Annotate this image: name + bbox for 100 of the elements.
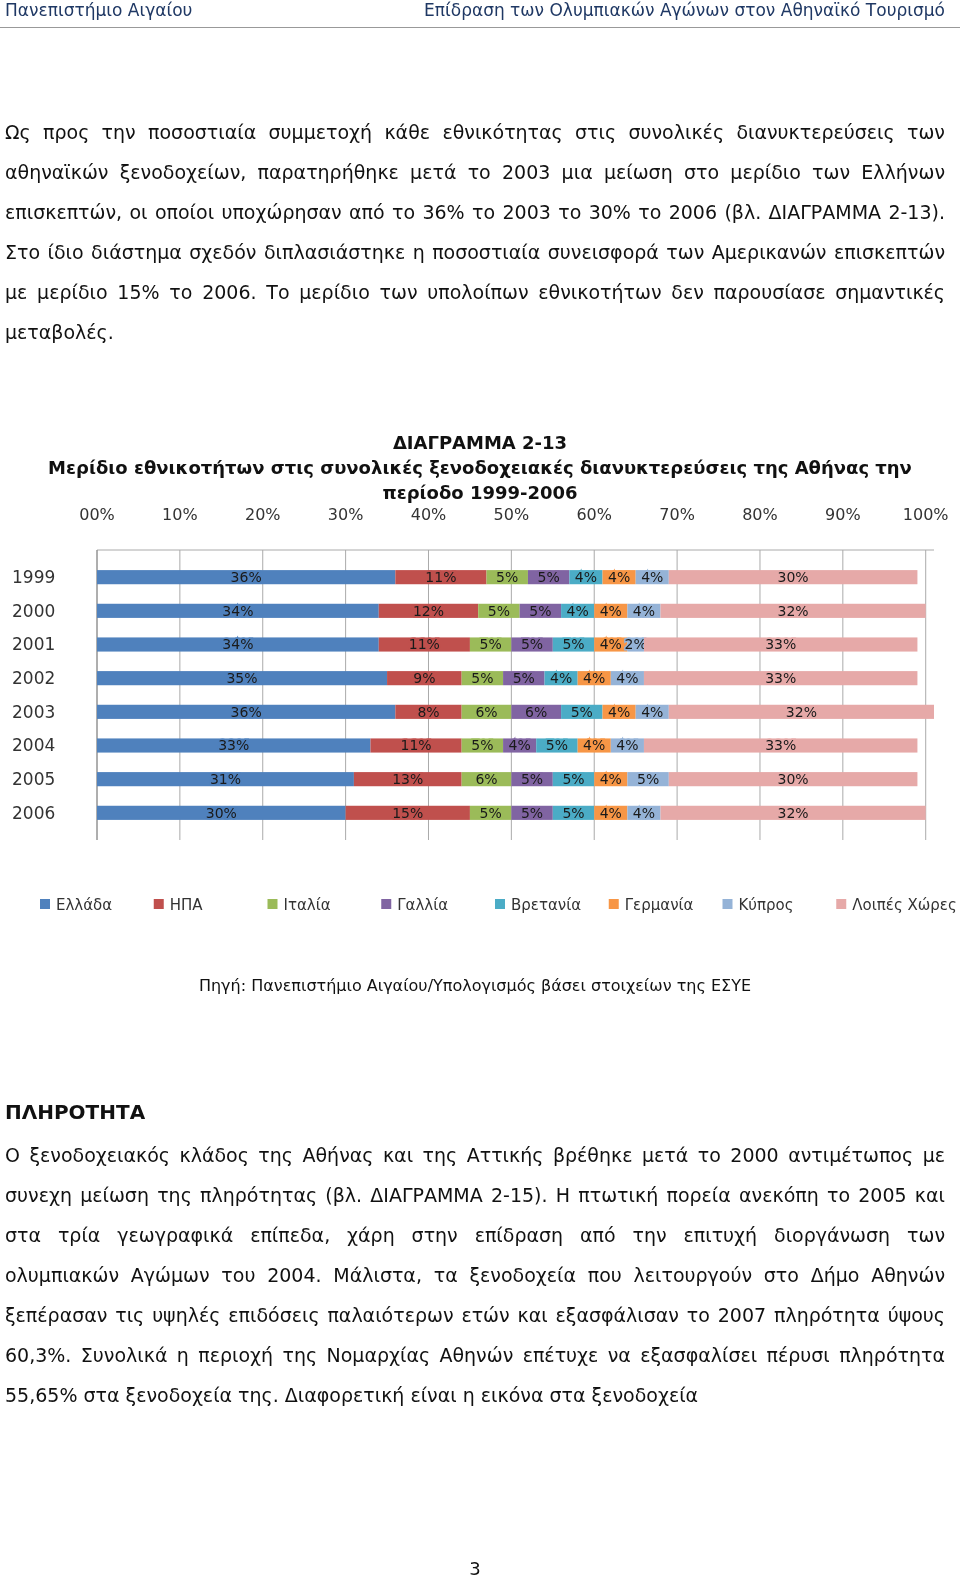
data-label: 4% — [641, 703, 664, 720]
data-label: 5% — [471, 737, 494, 754]
data-label: 4% — [599, 804, 622, 821]
data-label: 5% — [479, 804, 502, 821]
data-label: 4% — [566, 602, 589, 619]
data-label: 5% — [636, 771, 660, 788]
text: Πανεπιστήμιο Αιγαίου — [5, 0, 193, 20]
data-label: 33% — [765, 636, 797, 653]
data-label: 13% — [392, 771, 424, 788]
data-label: 5% — [562, 636, 585, 653]
bar — [643, 738, 918, 753]
data-label: 4% — [616, 670, 639, 687]
data-label: 6% — [525, 703, 548, 720]
y-tick-label: 2006 — [12, 802, 56, 823]
data-label: 5% — [520, 771, 544, 788]
data-label: 34% — [222, 602, 254, 619]
data-label: 5% — [520, 804, 544, 821]
data-label: 31% — [209, 771, 242, 788]
data-label: 5% — [537, 569, 560, 586]
legend-label: Ιταλία — [283, 896, 331, 915]
x-tick-label: 10% — [162, 505, 198, 524]
data-label: 6% — [475, 771, 498, 788]
bar — [643, 637, 918, 652]
chart-subtitle: Μερίδιο εθνικοτήτων στις συνολικές ξενοδοχειακές διανυκτερεύσεις της Αθήνας την περίοδο 1999-2006 — [47, 456, 913, 505]
y-tick-label: 2003 — [12, 701, 56, 722]
data-label: 4% — [616, 737, 639, 754]
data-label: 5% — [570, 703, 593, 720]
data-label: 34% — [222, 636, 254, 653]
data-label: 30% — [777, 569, 809, 586]
bar — [97, 637, 379, 652]
y-tick-label: 2002 — [12, 668, 56, 689]
data-label: 36% — [230, 569, 262, 586]
data-label: 5% — [479, 636, 502, 653]
data-label: 32% — [785, 703, 817, 720]
x-tick-label: 40% — [410, 505, 447, 524]
legend-label: ΗΠΑ — [169, 896, 204, 915]
legend-label: Γερμανία — [624, 896, 694, 915]
data-label: 35% — [226, 670, 258, 687]
data-label: 33% — [765, 670, 797, 687]
data-label: 8% — [417, 703, 440, 720]
text: Ο ξενοδοχειακός κλάδος της Αθήνας και της Αττικής βρέθηκε μετά το 2000 αντιμέτωπος με συνεχη μείωση της πληρότητας (βλ. ΔΙΑΓΡΑΜΜΑ 2-15). Η πτωτική πορεία ανεκόπη το 2005 και στα τρία γεωγραφικά επίπεδα, χάρη στην επίδραση από την επιτυχή διοργάνωση των ολυμπιακών Αγώμων του 2004. Μάλιστα, τα ξενοδοχεία που λειτουργούν στο Δήμο Αθηνών ξεπέρασαν τις υψηλές επιδόσεις παλαιότερων ετών και εξασφάλισαν το 2007 πληρότητα ύψους 60,3%. Συνολικά η περιοχή της Νομαρχίας Αθηνών επέτυχε να εξασφαλίσει πέρυσι πληρότητα 55,65% στα ξενοδοχεία της. Διαφορετική είναι η εικόνα στα ξενοδοχεία — [5, 1143, 945, 1408]
legend-label: Κύπρος — [738, 896, 794, 915]
data-label: 32% — [777, 602, 809, 619]
x-tick-label: 80% — [742, 505, 778, 524]
data-label: 4% — [599, 602, 622, 619]
text: Πηγή: Πανεπιστήμιο Αιγαίου/Υπολογισμός βάσει στοιχείων της ΕΣΥΕ — [197, 976, 753, 995]
data-label: 5% — [529, 602, 552, 619]
y-tick-label: 1999 — [12, 567, 56, 588]
text: ΠΛΗΡΟΤΗΤΑ — [5, 1100, 147, 1124]
text: Ως προς την ποσοστιαία συμμετοχή κάθε εθνικότητας στις συνολικές διανυκτερεύσεις των αθηναϊκών ξενοδοχείων, παρατηρήθηκε μετά το 2003 μια μείωση στο μερίδιο των Ελλήνων επισκεπτών, οι οποίοι υποχώρησαν από το 36% το 2003 το 30% το 2006 (βλ. ΔΙΑΓΡΑΜΜΑ 2-13). Στο ίδιο διάστημα σχεδόν διπλασιάστηκε η ποσοστιαία συνεισφορά των Αμερικανών επισκεπτών με μερίδιο 15% το 2006. Το μερίδιο των υπολοίπων εθνικοτήτων δεν παρουσίασε σημαντικές μεταβολές. — [5, 120, 945, 345]
y-tick-label: 2004 — [12, 735, 56, 756]
data-label: 4% — [632, 602, 656, 619]
data-label: 5% — [487, 602, 511, 619]
data-label: 30% — [777, 771, 809, 788]
data-label: 32% — [777, 804, 809, 821]
x-tick-label: 90% — [825, 505, 861, 524]
text: 3 — [468, 1558, 482, 1579]
data-label: 12% — [412, 602, 445, 619]
y-tick-label: 2001 — [12, 634, 56, 655]
data-label: 5% — [512, 670, 535, 687]
data-label: 5% — [562, 804, 585, 821]
data-label: 6% — [475, 703, 498, 720]
legend-label: Βρετανία — [511, 896, 582, 915]
chart-title: ΔΙΑΓΡΑΜΜΑ 2-13 — [391, 431, 569, 455]
x-tick-label: 70% — [659, 505, 695, 524]
legend-label: Ελλάδα — [56, 896, 113, 915]
bar — [97, 738, 371, 753]
data-label: 4% — [549, 670, 573, 687]
data-label: 33% — [765, 737, 797, 754]
data-label: 4% — [574, 569, 598, 586]
data-label: 4% — [583, 670, 606, 687]
data-label: 11% — [408, 636, 440, 653]
data-label: 5% — [562, 771, 585, 788]
legend-label: Γαλλία — [397, 896, 449, 915]
data-label: 5% — [471, 670, 494, 687]
data-label: 5% — [520, 636, 544, 653]
y-tick-label: 2005 — [12, 769, 56, 790]
data-label: 4% — [599, 771, 622, 788]
x-tick-label: 50% — [493, 505, 530, 524]
data-label: 4% — [641, 569, 664, 586]
y-tick-label: 2000 — [12, 600, 56, 621]
data-label: 11% — [425, 569, 457, 586]
data-label: 4% — [607, 703, 631, 720]
data-label: 30% — [205, 804, 237, 821]
data-label: 33% — [218, 737, 250, 754]
text: Επίδραση των Ολυμπιακών Αγώνων στον Αθηναϊκό Τουρισμό — [424, 0, 945, 20]
legend-label: Λοιπές Χώρες — [852, 896, 957, 915]
data-label: 4% — [607, 569, 631, 586]
x-tick-label: 00% — [79, 505, 115, 524]
x-tick-label: 60% — [576, 505, 613, 524]
data-label: 11% — [400, 737, 432, 754]
x-tick-label: 100% — [902, 505, 949, 524]
data-label: 4% — [508, 737, 531, 754]
data-label: 15% — [392, 804, 424, 821]
data-label: 4% — [632, 804, 656, 821]
data-label: 4% — [599, 636, 622, 653]
x-tick-label: 30% — [327, 505, 364, 524]
data-label: 36% — [230, 703, 262, 720]
data-label: 5% — [545, 737, 569, 754]
data-label: 4% — [583, 737, 606, 754]
